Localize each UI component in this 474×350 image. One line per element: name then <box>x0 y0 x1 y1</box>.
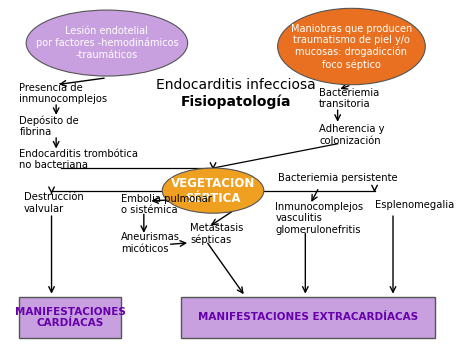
Text: MANIFESTACIONES
CARDÍACAS: MANIFESTACIONES CARDÍACAS <box>15 307 126 328</box>
Text: Endocarditis infecciosa: Endocarditis infecciosa <box>156 78 316 92</box>
Text: Metástasis
sépticas: Metástasis sépticas <box>190 223 243 245</box>
Text: Embolia pulmonar
o sistémica: Embolia pulmonar o sistémica <box>121 194 211 215</box>
FancyBboxPatch shape <box>19 296 121 338</box>
Text: Endocarditis trombótica
no bacteriana: Endocarditis trombótica no bacteriana <box>19 148 138 170</box>
Text: Esplenomegalia: Esplenomegalia <box>374 199 454 210</box>
Text: Adherencia y
colonización: Adherencia y colonización <box>319 124 385 146</box>
Text: Depósito de
fibrina: Depósito de fibrina <box>19 116 79 138</box>
Ellipse shape <box>26 10 188 76</box>
FancyBboxPatch shape <box>181 296 435 338</box>
Text: MANIFESTACIONES EXTRACARDÍACAS: MANIFESTACIONES EXTRACARDÍACAS <box>198 312 418 322</box>
Text: Maniobras que producen
traumatismo de piel y/o
mucosas: drogadicción
foco séptic: Maniobras que producen traumatismo de pi… <box>291 23 412 70</box>
Ellipse shape <box>162 168 264 213</box>
Text: Inmunocomplejos
vasculitis
glomerulonefritis: Inmunocomplejos vasculitis glomerulonefr… <box>275 202 364 235</box>
Text: Destrucción
valvular: Destrucción valvular <box>24 192 83 214</box>
Text: Aneurismas
micóticos: Aneurismas micóticos <box>121 232 180 253</box>
Text: Bacteriemia persistente: Bacteriemia persistente <box>278 174 397 183</box>
Text: Lesión endotelial
por factores -hemodinámicos
-traumáticos: Lesión endotelial por factores -hemodiná… <box>36 26 178 60</box>
Text: VEGETACION
SÉPTICA: VEGETACION SÉPTICA <box>171 177 255 205</box>
Text: Presencia de
inmunocomplejos: Presencia de inmunocomplejos <box>19 83 108 104</box>
Text: Fisiopatología: Fisiopatología <box>181 95 292 109</box>
Ellipse shape <box>278 8 425 85</box>
Text: Bacteriemia
transitoria: Bacteriemia transitoria <box>319 88 379 110</box>
